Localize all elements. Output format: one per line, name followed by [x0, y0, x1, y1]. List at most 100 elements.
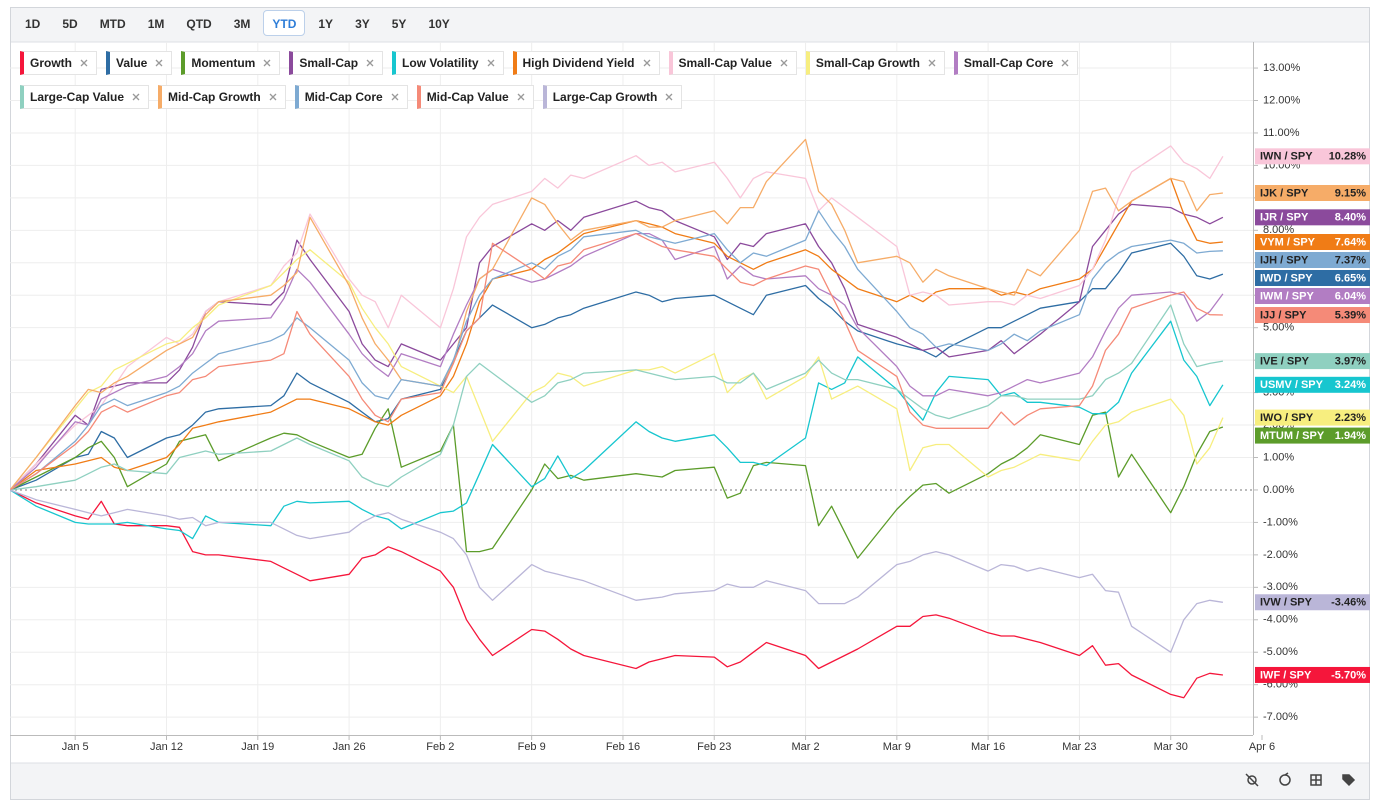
series-line [10, 138, 1223, 491]
end-label-box [1255, 209, 1370, 226]
series-line [10, 177, 1223, 491]
range-button[interactable]: 1M [147, 17, 165, 31]
legend-remove[interactable] [1061, 59, 1069, 67]
plot-background [11, 42, 1369, 763]
end-label-value: 1.94% [1335, 430, 1366, 442]
series-line [10, 232, 1224, 491]
legend-remove[interactable] [132, 93, 140, 101]
legend-remove[interactable] [263, 59, 271, 67]
range-button[interactable]: 5D [62, 17, 78, 31]
end-label-value: 2.23% [1335, 412, 1366, 424]
end-label-box [1255, 353, 1370, 370]
legend-label: Large-Cap Growth [552, 90, 658, 104]
end-label-box [1255, 288, 1370, 305]
end-label-box [1255, 252, 1370, 269]
end-label-value: 6.04% [1335, 290, 1366, 302]
legend-chip[interactable]: Large-Cap Growth [542, 85, 683, 109]
legend-chip[interactable]: Large-Cap Value [20, 85, 150, 109]
icon-table[interactable] [1310, 774, 1322, 786]
cross [132, 93, 140, 101]
end-label-ticker: IJJ / SPY [1260, 309, 1307, 321]
end-label-value: 7.37% [1335, 254, 1366, 266]
end-label-value: 7.64% [1335, 236, 1366, 248]
legend-label: Small-Cap Core [963, 56, 1054, 70]
y-tick-label: 12.00% [1263, 94, 1301, 106]
legend-chip[interactable]: High Dividend Yield [512, 51, 660, 75]
end-label-box [1255, 184, 1370, 201]
end-label-value: 5.39% [1335, 309, 1366, 321]
end-label-box [1255, 409, 1370, 426]
legend-label: Mid-Cap Value [426, 90, 509, 104]
icon-reset[interactable] [1279, 772, 1291, 786]
legend-chip[interactable]: Mid-Cap Value [416, 85, 534, 109]
end-label-ticker: IVE / SPY [1260, 356, 1310, 368]
end-label-box [1255, 307, 1370, 324]
legend-remove[interactable] [780, 59, 788, 67]
legend-remove[interactable] [155, 59, 163, 67]
icon-hide[interactable] [1245, 773, 1259, 787]
legend-remove[interactable] [487, 59, 495, 67]
end-labels: IWF / SPY -5.70% IWD / SPY 6.65% MTUM / SPY 1… [1255, 148, 1370, 683]
legend-chip[interactable]: Small-Cap [289, 51, 384, 75]
legend-remove[interactable] [366, 59, 374, 67]
cross [263, 59, 271, 67]
legend-remove[interactable] [80, 59, 88, 67]
legend-label: Low Volatility [402, 56, 479, 70]
legend-chip[interactable]: Low Volatility [392, 51, 504, 75]
x-tick-label: Jan 19 [241, 741, 274, 753]
legend-remove[interactable] [269, 93, 277, 101]
end-label-value: 9.15% [1335, 187, 1366, 199]
range-button[interactable]: 5Y [391, 17, 407, 31]
y-tick-label: 11.00% [1263, 127, 1300, 139]
end-label-ticker: IJK / SPY [1260, 187, 1309, 199]
range-button[interactable]: 10Y [428, 17, 450, 31]
legend-remove[interactable] [928, 59, 936, 67]
range-button[interactable]: QTD [186, 17, 212, 31]
y-tick-label: -5.00% [1263, 646, 1298, 658]
range-button[interactable]: 1D [25, 17, 41, 31]
range-button[interactable]: 1Y [318, 17, 334, 31]
legend-label: Growth [30, 56, 72, 70]
series-line [10, 320, 1224, 540]
end-label-value: -5.70% [1331, 669, 1366, 681]
series-line [10, 304, 1224, 491]
end-label-ticker: IJH / SPY [1260, 254, 1309, 266]
legend-chip[interactable]: Small-Cap Value [668, 51, 797, 75]
legend-chip[interactable]: Momentum [181, 51, 281, 75]
legend-remove[interactable] [665, 93, 673, 101]
legend-chip[interactable]: Growth [20, 51, 97, 75]
y-tick-label: 0.00% [1263, 484, 1294, 496]
cross [517, 93, 525, 101]
legend-chip[interactable]: Small-Cap Core [953, 51, 1079, 75]
legend-chip[interactable]: Mid-Cap Core [294, 85, 408, 109]
legend-chip[interactable]: Small-Cap Growth [805, 51, 945, 75]
legend-chip[interactable]: Mid-Cap Growth [158, 85, 286, 109]
series-line [10, 242, 1224, 491]
cross [269, 93, 277, 101]
end-label-ticker: IWF / SPY [1260, 669, 1312, 681]
range-button[interactable]: 3Y [355, 17, 370, 31]
lines [10, 138, 1224, 699]
range-button[interactable]: MTD [99, 17, 126, 31]
legend-remove[interactable] [517, 93, 525, 101]
x-tick-label: Mar 30 [1154, 741, 1188, 753]
legend-remove[interactable] [643, 59, 651, 67]
cross [487, 59, 494, 67]
x-tick-label: Feb 16 [606, 741, 640, 753]
y-tick-label: -4.00% [1263, 614, 1298, 626]
legend-remove[interactable] [391, 93, 399, 101]
end-label-value: 10.28% [1329, 151, 1367, 163]
x-tick-label: Feb 9 [518, 741, 546, 753]
range-button[interactable]: YTD [263, 10, 306, 36]
cross [80, 59, 88, 67]
series-line [10, 489, 1223, 653]
legend-label: High Dividend Yield [522, 56, 635, 70]
range-button[interactable]: 3M [233, 17, 251, 31]
cross [366, 59, 374, 67]
legend-chip[interactable]: Value [106, 51, 173, 75]
legend-label: Large-Cap Value [30, 90, 125, 104]
end-label-box [1255, 594, 1370, 611]
legend-label: Value [116, 56, 148, 70]
end-label-ticker: MTUM / SPY [1260, 430, 1325, 442]
icon-tag[interactable] [1342, 774, 1356, 787]
